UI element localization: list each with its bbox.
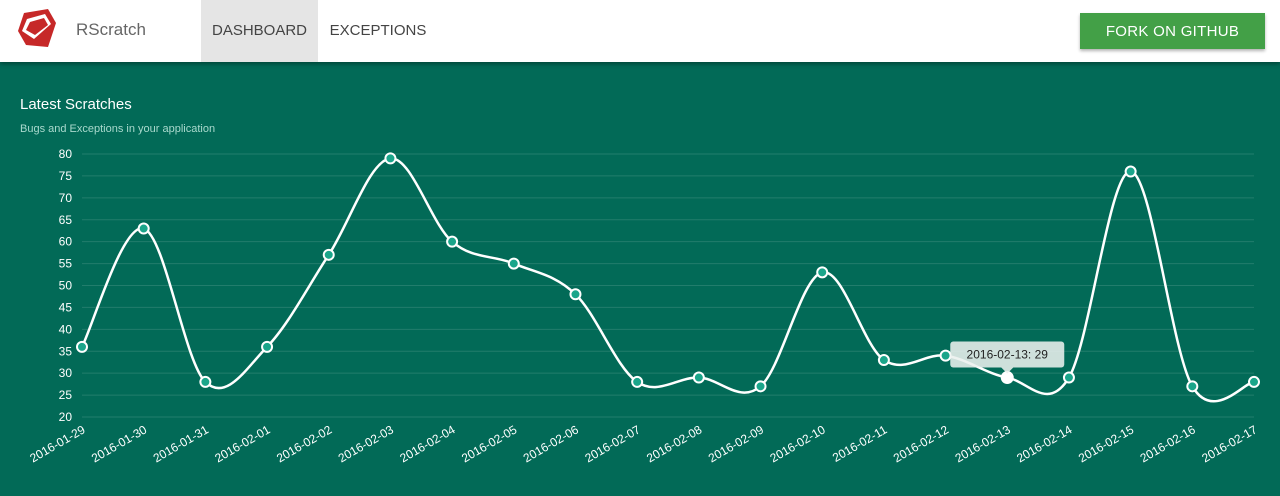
x-tick-label: 2016-02-04 [397,422,457,465]
x-tick-label: 2016-02-09 [706,422,766,465]
tab-dashboard[interactable]: DASHBOARD [201,0,318,62]
data-point[interactable] [632,377,642,387]
data-point[interactable] [385,153,395,163]
data-point[interactable] [1126,167,1136,177]
data-point[interactable] [941,351,951,361]
x-tick-label: 2016-02-02 [274,422,334,465]
brand-name[interactable]: RScratch [76,20,146,40]
x-tick-label: 2016-02-05 [459,422,519,465]
y-tick-label: 40 [59,322,73,336]
y-axis: 20 25 30 35 40 45 50 55 60 65 70 75 80 [59,147,73,424]
x-tick-label: 2016-02-15 [1076,422,1136,465]
data-point[interactable] [200,377,210,387]
y-tick-label: 70 [59,191,73,205]
tooltip: 2016-02-13: 29 [950,342,1064,374]
data-point[interactable] [1249,377,1259,387]
x-tick-label: 2016-02-03 [336,422,396,465]
grid-layer [82,154,1254,417]
x-tick-label: 2016-02-10 [768,422,828,465]
y-tick-label: 65 [59,213,73,227]
x-axis: 2016-01-29 2016-01-30 2016-01-31 2016-02-01… [27,422,1259,465]
data-point[interactable] [509,259,519,269]
data-point[interactable] [324,250,334,260]
data-point[interactable] [77,342,87,352]
data-point[interactable] [1002,372,1013,383]
data-point[interactable] [570,289,580,299]
data-point[interactable] [817,267,827,277]
data-points [77,153,1259,391]
data-point[interactable] [262,342,272,352]
series-line [82,158,1254,401]
y-tick-label: 30 [59,366,73,380]
data-point[interactable] [694,373,704,383]
x-tick-label: 2016-02-17 [1199,422,1259,465]
x-tick-label: 2016-01-29 [27,422,87,465]
x-tick-label: 2016-02-08 [644,422,704,465]
y-tick-label: 35 [59,344,73,358]
x-tick-label: 2016-02-14 [1014,422,1074,465]
data-point[interactable] [1187,381,1197,391]
ruby-logo-icon[interactable] [18,9,56,49]
data-point[interactable] [879,355,889,365]
y-tick-label: 25 [59,388,73,402]
x-tick-label: 2016-02-07 [582,422,642,465]
x-tick-label: 2016-02-16 [1138,422,1198,465]
data-point[interactable] [139,224,149,234]
x-tick-label: 2016-01-31 [151,422,211,465]
y-tick-label: 50 [59,279,73,293]
y-tick-label: 60 [59,235,73,249]
data-point[interactable] [756,381,766,391]
fork-on-github-button[interactable]: FORK ON GITHUB [1080,13,1265,49]
y-tick-label: 55 [59,257,73,271]
x-tick-label: 2016-02-13 [953,422,1013,465]
x-tick-label: 2016-02-12 [891,422,951,465]
x-tick-label: 2016-02-06 [521,422,581,465]
x-tick-label: 2016-01-30 [89,422,149,465]
y-tick-label: 45 [59,300,73,314]
data-point[interactable] [1064,373,1074,383]
y-tick-label: 80 [59,147,73,161]
y-tick-label: 20 [59,410,73,424]
tooltip-text: 2016-02-13: 29 [967,348,1049,362]
x-tick-label: 2016-02-01 [212,422,272,465]
tab-exceptions[interactable]: EXCEPTIONS [318,0,438,62]
top-navbar: RScratch DASHBOARD EXCEPTIONS FORK ON GI… [0,0,1280,62]
x-tick-label: 2016-02-11 [830,422,890,465]
y-tick-label: 75 [59,169,73,183]
data-point[interactable] [447,237,457,247]
